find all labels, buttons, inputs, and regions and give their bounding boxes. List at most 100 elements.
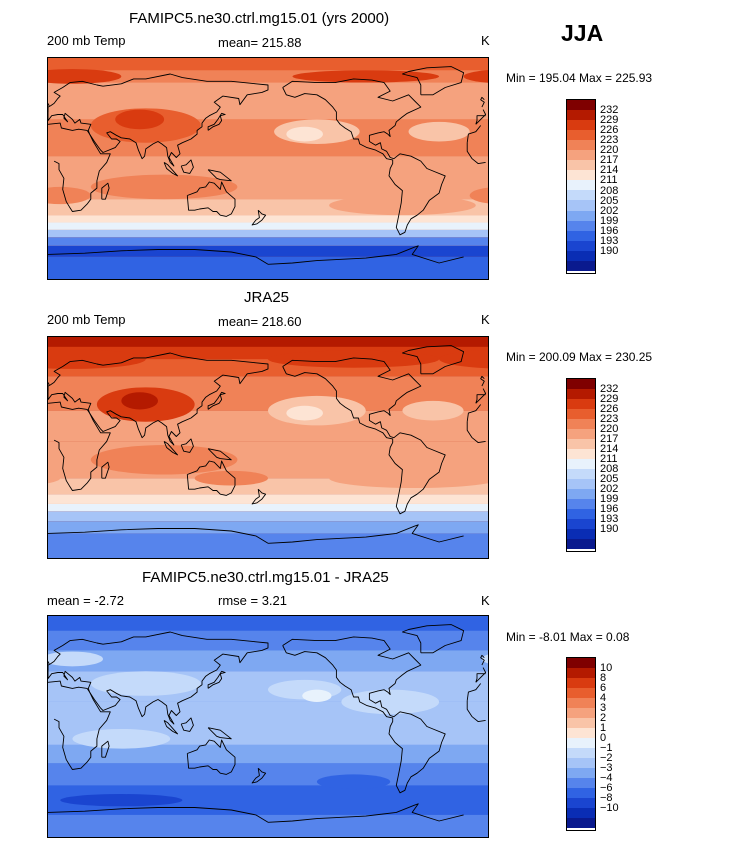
coastline <box>48 631 269 725</box>
colorbar-swatch <box>567 170 595 181</box>
contour-band <box>48 215 488 223</box>
coastline <box>207 448 232 461</box>
colorbar-swatch <box>567 100 595 111</box>
contour-band <box>48 222 488 230</box>
contour-region <box>48 633 122 644</box>
colorbar-tick-label: 10 <box>600 662 613 674</box>
colorbar-tick-label: 205 <box>600 473 619 485</box>
colorbar-tick-label: 226 <box>600 124 619 137</box>
colorbar-tick-label: 226 <box>600 403 619 415</box>
colorbar-tick-label: 3 <box>600 702 607 714</box>
colorbar-tick-label: 1 <box>600 722 607 734</box>
colorbar-tick-label: 196 <box>600 503 619 515</box>
colorbar-tick-label: 208 <box>600 184 619 197</box>
panel-3-unit-label: K <box>481 593 490 608</box>
colorbar-swatch <box>567 250 595 261</box>
contour-band <box>48 503 488 512</box>
colorbar-tick-label: 2 <box>600 712 607 724</box>
coastline <box>48 352 269 446</box>
contour-band <box>48 814 488 837</box>
colorbar-tick-label: −1 <box>600 742 613 754</box>
panel-1-unit-label: K <box>481 33 490 48</box>
contour-region <box>268 350 440 368</box>
colorbar-swatch <box>567 459 595 469</box>
colorbar-tick-label: 220 <box>600 423 619 435</box>
coastlines <box>48 66 487 265</box>
contour-band <box>48 494 488 504</box>
coastline <box>48 803 464 823</box>
colorbar-swatch <box>567 479 595 489</box>
colorbar-swatch <box>567 120 595 131</box>
colorbar-swatch <box>567 419 595 429</box>
coastline <box>251 488 267 505</box>
contour-region <box>316 774 391 790</box>
panel-1-colorbar <box>566 99 596 274</box>
colorbar-tick-label: −4 <box>600 772 613 784</box>
colorbar-swatch <box>567 778 595 788</box>
contour-region <box>48 349 146 369</box>
coastline <box>186 460 236 496</box>
contour-region <box>463 70 488 83</box>
colorbar-swatch <box>567 240 595 251</box>
coastline <box>207 727 232 740</box>
panel-3-rmse-label: rmse = 3.21 <box>218 593 288 608</box>
coastlines <box>48 624 487 823</box>
contour-band <box>48 58 488 71</box>
panel-3-colorbar <box>566 657 596 831</box>
contour-region <box>90 671 201 696</box>
contour-region <box>48 186 91 205</box>
contour-region <box>194 470 268 486</box>
contour-band <box>48 245 488 257</box>
colorbar-tick-label: 193 <box>600 234 619 247</box>
colorbar-swatch <box>567 379 595 389</box>
coastline <box>401 345 465 375</box>
colorbar-tick-label: 217 <box>600 154 619 167</box>
colorbar-tick-label: 199 <box>600 493 619 505</box>
colorbar-swatch <box>567 728 595 738</box>
colorbar-tick-label: 220 <box>600 144 619 157</box>
colorbar-swatch <box>567 230 595 241</box>
contour-region <box>121 634 220 647</box>
colorbar-swatch <box>567 688 595 698</box>
colorbar-tick-label: 217 <box>600 433 619 445</box>
colorbar-tick-label: 4 <box>600 692 607 704</box>
contour-region <box>90 445 238 475</box>
colorbar-tick-label: 193 <box>600 513 619 525</box>
coastline <box>48 245 464 265</box>
map-canvas <box>48 337 488 558</box>
colorbar-swatch <box>567 539 595 549</box>
panel-2-map <box>47 336 489 559</box>
contour-region <box>121 392 158 410</box>
colorbar-swatch <box>567 449 595 459</box>
coastline <box>401 624 465 654</box>
coastline <box>48 665 487 683</box>
colorbar-swatch <box>567 180 595 191</box>
colorbar-swatch <box>567 529 595 539</box>
coastline <box>282 357 446 515</box>
colorbar-tick-label: 223 <box>600 134 619 147</box>
contour-region <box>48 473 61 484</box>
colorbar-tick-label: 202 <box>600 204 619 217</box>
contour-band <box>48 616 488 631</box>
contour-region <box>90 174 238 200</box>
colorbar-swatch <box>567 110 595 121</box>
colorbar-tick-label: 190 <box>600 244 619 257</box>
panel-3-title: FAMIPC5.ne30.ctrl.mg15.01 - JRA25 <box>142 569 389 586</box>
colorbar-tick-label: 214 <box>600 164 619 177</box>
colorbar-swatch <box>567 409 595 419</box>
coastline <box>186 739 236 775</box>
panel-2-unit-label: K <box>481 312 490 327</box>
colorbar-tick-label: 229 <box>600 114 619 127</box>
contour-band <box>48 533 488 558</box>
colorbar-swatch <box>567 519 595 529</box>
colorbar-swatch <box>567 130 595 141</box>
map-canvas <box>48 58 488 279</box>
panel-3-mean-label: mean = -2.72 <box>47 593 124 608</box>
colorbar-tick-label: 232 <box>600 383 619 395</box>
contour-band <box>48 229 488 238</box>
coastline <box>251 209 267 226</box>
panel-1-title: FAMIPC5.ne30.ctrl.mg15.01 (yrs 2000) <box>129 10 390 27</box>
colorbar-swatch <box>567 140 595 151</box>
coastline <box>180 438 194 453</box>
colorbar-tick-label: 8 <box>600 672 607 684</box>
